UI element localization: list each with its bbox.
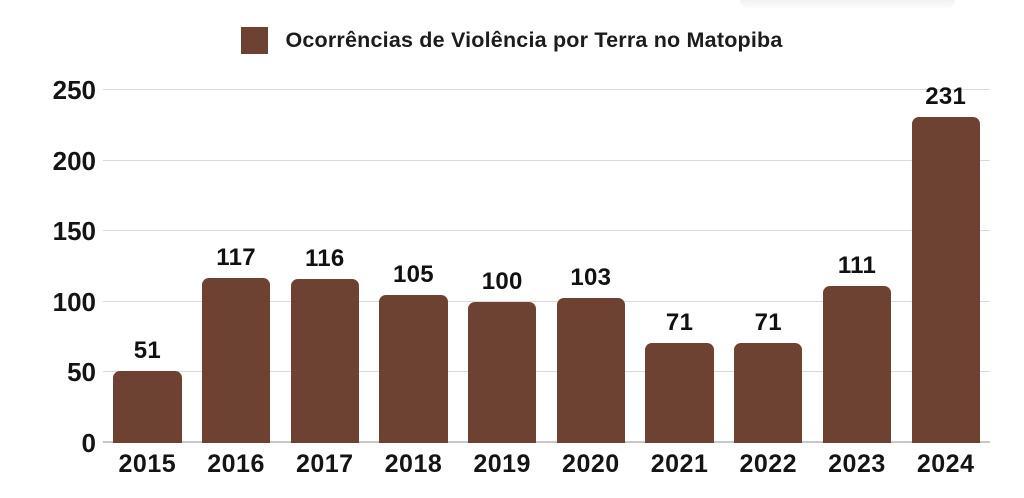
bar-2018: 105 [379, 261, 448, 443]
bar-column-2022: 71 [724, 90, 813, 443]
bar-column-2020: 103 [547, 90, 636, 443]
bar-series: 51 117 116 105 100 103 71 71 111 231 [103, 83, 990, 443]
bar-2021: 71 [645, 309, 714, 443]
bar-2020: 103 [556, 264, 626, 443]
bar-column-2018: 105 [369, 90, 458, 443]
bar-column-2015: 51 [103, 90, 192, 443]
bar-column-2024: 231 [901, 83, 990, 443]
gridline-50 [103, 371, 990, 373]
bar-2017: 116 [290, 245, 359, 443]
x-axis-tick-label-2022: 2022 [739, 450, 798, 478]
x-axis-tick-label-2017: 2017 [295, 450, 354, 478]
bar-value-label-2018: 105 [392, 260, 434, 288]
x-axis-tick-label-2024: 2024 [916, 450, 975, 478]
bar-2023: 111 [822, 252, 892, 443]
y-axis-tick-label: 250 [52, 75, 96, 105]
bar-value-label-2021: 71 [665, 308, 694, 336]
plot-area: 51 117 116 105 100 103 71 71 111 231 [103, 83, 990, 443]
legend: Ocorrências de Violência por Terra no Ma… [0, 27, 1024, 54]
gridline-150 [103, 230, 990, 232]
cropped-ui-fragment [740, 0, 955, 8]
x-axis-tick-label-2016: 2016 [207, 450, 265, 478]
bar-value-label-2019: 100 [481, 267, 523, 295]
legend-label: Ocorrências de Violência por Terra no Ma… [285, 28, 783, 52]
bar-2019: 100 [468, 268, 537, 443]
y-axis-tick-label: 0 [81, 428, 96, 458]
bar-2015: 51 [113, 337, 182, 443]
bar-column-2016: 117 [192, 90, 281, 443]
bar-value-label-2023: 111 [837, 252, 877, 280]
y-axis-tick-label: 150 [52, 216, 96, 247]
gridline-0 [103, 441, 990, 443]
bar-value-label-2020: 103 [570, 263, 612, 291]
gridlines [103, 89, 990, 443]
x-axis-tick-label-2018: 2018 [384, 450, 443, 478]
gridline-200 [103, 159, 990, 161]
x-axis: 2015 2016 2017 2018 2019 2020 2021 2022 2023 2024 [103, 450, 990, 479]
gridline-250 [103, 89, 990, 90]
bar-value-label-2022: 71 [754, 308, 782, 336]
y-axis-tick-label: 200 [52, 145, 96, 176]
y-axis: 0 50 100 150 200 250 [18, 77, 96, 456]
y-axis-tick-label: 100 [52, 286, 96, 317]
bar-value-label-2024: 231 [925, 82, 967, 110]
x-axis-tick-label-2021: 2021 [650, 450, 709, 478]
bar-column-2023: 111 [813, 90, 902, 443]
bar-2016: 117 [201, 244, 271, 443]
x-axis-tick-label-2023: 2023 [828, 450, 886, 478]
bar-column-2019: 100 [458, 90, 547, 443]
bar-2024: 231 [911, 83, 980, 443]
x-axis-tick-label-2019: 2019 [473, 450, 531, 478]
y-axis-tick-label: 50 [67, 357, 96, 388]
bar-value-label-2016: 117 [216, 243, 256, 271]
x-axis-tick-label-2020: 2020 [562, 450, 620, 478]
bar-column-2021: 71 [635, 90, 724, 443]
bar-value-label-2017: 116 [304, 245, 345, 273]
bar-2022: 71 [734, 309, 803, 443]
gridline-100 [103, 300, 990, 302]
bar-value-label-2015: 51 [133, 337, 161, 364]
bar-column-2017: 116 [280, 90, 369, 443]
legend-swatch [241, 27, 269, 54]
x-axis-tick-label-2015: 2015 [118, 450, 177, 478]
